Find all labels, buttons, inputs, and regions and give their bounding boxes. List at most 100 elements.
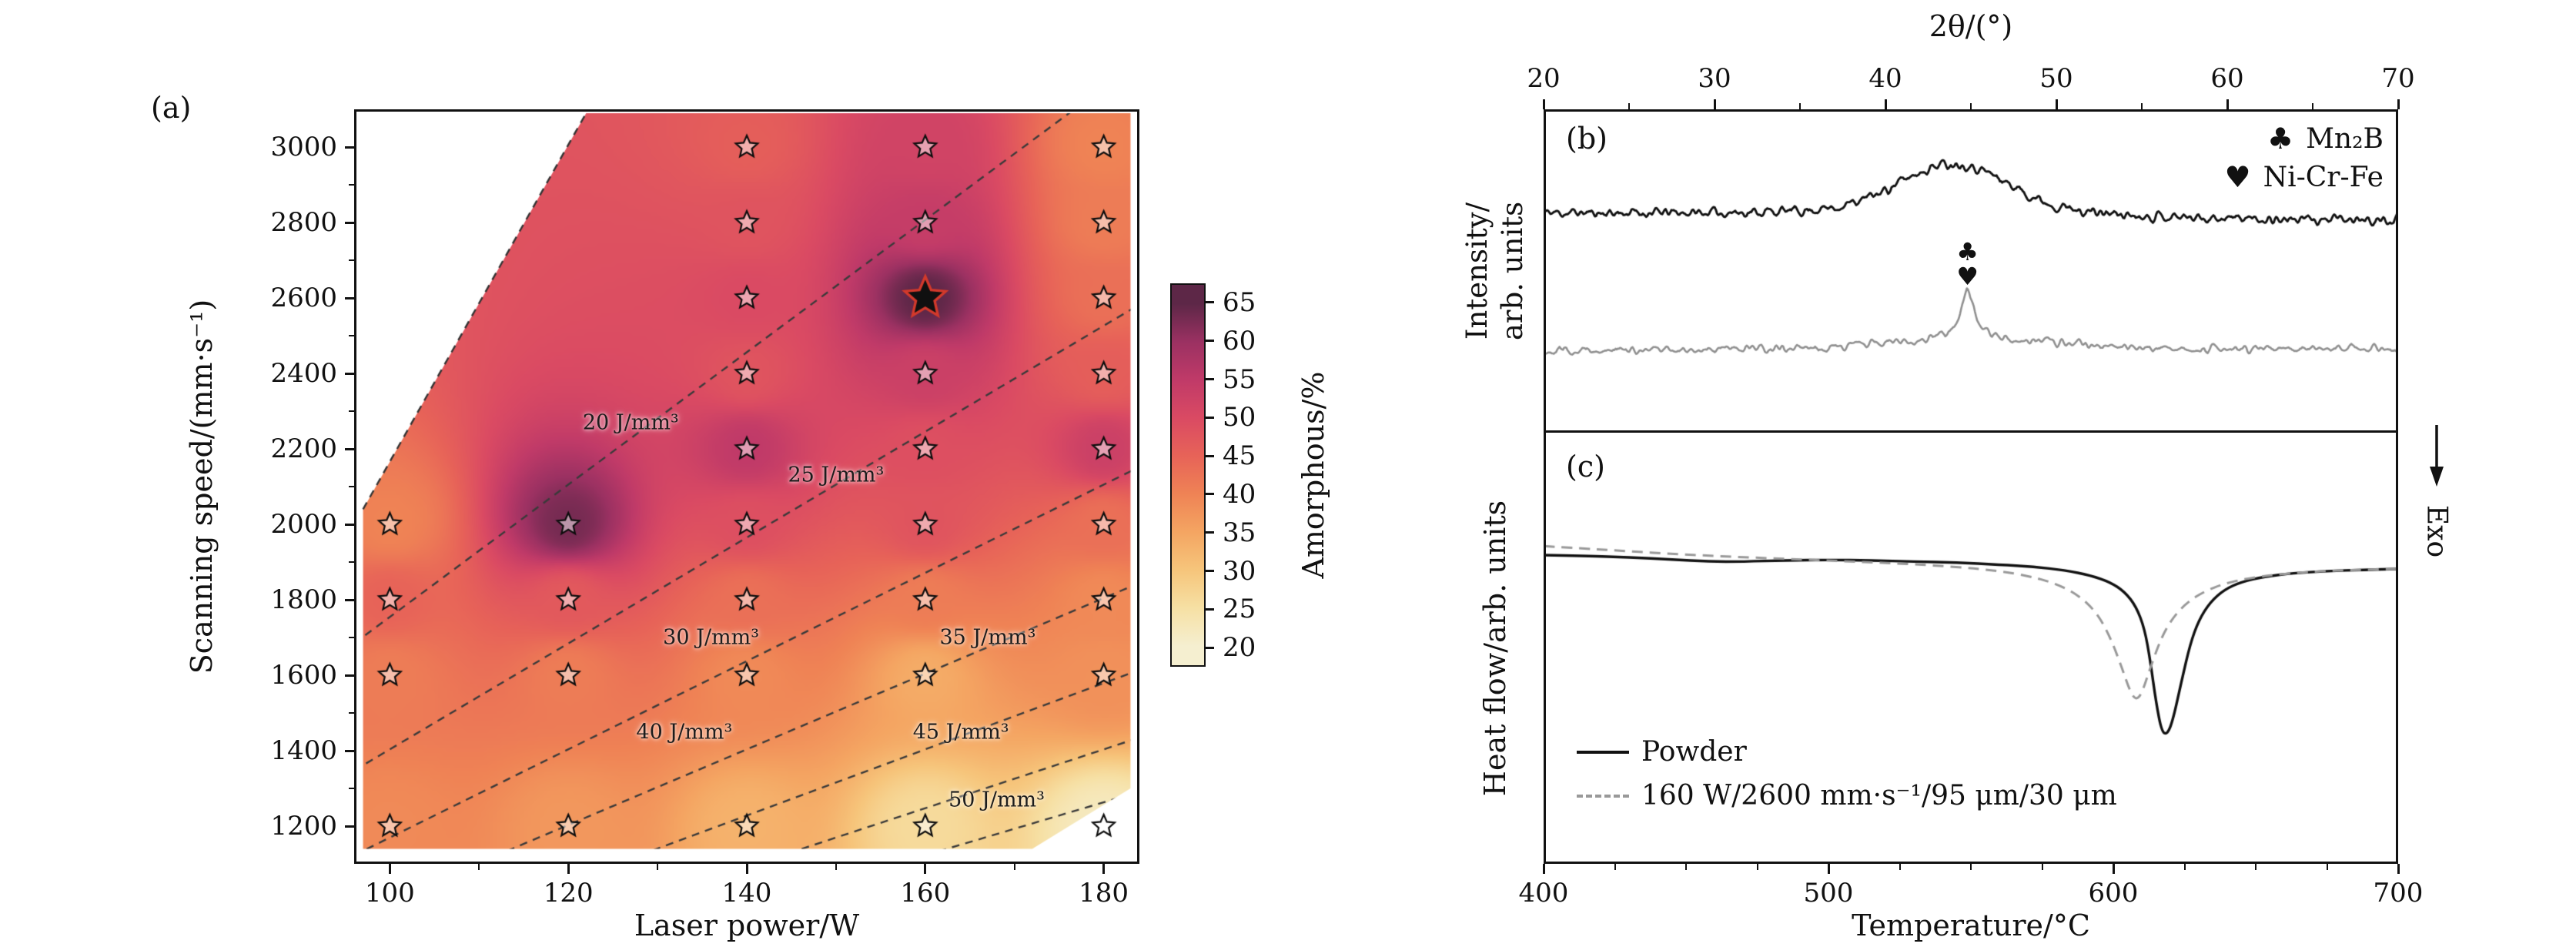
panel-b-y-axis-title: Intensity/ arb. units [1460, 202, 1531, 340]
colorbar-tick [1206, 531, 1214, 534]
panel-a-y-tick [345, 598, 354, 601]
panel-a-y-tick [345, 674, 354, 677]
energy-density-label: 20 J/mm³ [582, 410, 679, 435]
exo-label: Exo [2420, 504, 2453, 558]
panel-c-x-minor-tick [1756, 864, 1758, 870]
panel-b-x-minor-tick [1970, 103, 1972, 109]
panel-b-y-axis-title-line2: arb. units [1496, 201, 1529, 341]
panel-a-y-tick [345, 523, 354, 526]
panel-c-x-axis-title: Temperature/°C [1852, 909, 2090, 942]
colorbar-tick [1206, 378, 1214, 380]
panel-a-y-tick-label: 1400 [270, 735, 337, 766]
panel-a-y-minor-tick [349, 788, 354, 789]
panel-b-x-tick [1542, 99, 1545, 109]
panel-a-y-tick [345, 146, 354, 149]
colorbar-tick [1206, 493, 1214, 496]
panel-b-x-minor-tick [2312, 103, 2313, 109]
colorbar-tick-label: 30 [1223, 555, 1256, 587]
panel-a-y-tick-label: 2200 [270, 433, 337, 464]
panel-a-heatmap [354, 109, 1139, 864]
panel-c-x-tick-label: 500 [1803, 878, 1854, 909]
panel-b-x-tick-label: 40 [1868, 63, 1902, 94]
panel-a-y-axis-title: Scanning speed/(mm·s⁻¹) [185, 299, 219, 674]
legend-item-mn2b: ♣ Mn₂B [2267, 122, 2384, 156]
panel-b-x-tick-label: 20 [1527, 63, 1561, 94]
panel-a-x-tick-label: 100 [364, 878, 415, 909]
colorbar-tick [1206, 570, 1214, 572]
energy-density-label: 30 J/mm³ [663, 625, 760, 650]
panel-a-x-minor-tick [478, 864, 480, 870]
energy-density-label: 50 J/mm³ [948, 788, 1045, 812]
panel-b-tag: (b) [1566, 122, 1607, 156]
panel-b-x-minor-tick [1628, 103, 1630, 109]
panel-b-x-axis-title: 2θ/(°) [1929, 9, 2013, 43]
panel-a-y-tick [345, 749, 354, 752]
panel-c-x-tick-label: 400 [1518, 878, 1569, 909]
panel-a-y-tick-label: 3000 [270, 132, 337, 162]
panel-a-x-minor-tick [835, 864, 837, 870]
panel-a-y-minor-tick [349, 486, 354, 487]
colorbar-tick-label: 50 [1223, 402, 1256, 433]
legend-label-mn2b: Mn₂B [2306, 122, 2384, 155]
legend-label-printed: 160 W/2600 mm·s⁻¹/95 μm/30 μm [1641, 780, 2117, 811]
panel-c-x-tick-label: 600 [2088, 878, 2139, 909]
colorbar-tick [1206, 340, 1214, 343]
colorbar-tick-label: 40 [1223, 478, 1256, 510]
panel-a-y-tick [345, 447, 354, 450]
panel-b-x-tick-label: 50 [2039, 63, 2073, 94]
legend-item-printed: 160 W/2600 mm·s⁻¹/95 μm/30 μm [1577, 780, 2117, 811]
panel-b-x-tick-label: 70 [2381, 63, 2415, 94]
panel-b-x-tick [2055, 99, 2058, 109]
heart-icon: ♥ [2224, 160, 2251, 194]
colorbar-tick-label: 45 [1223, 440, 1256, 472]
colorbar-tick-label: 65 [1223, 286, 1256, 318]
panel-a-tag: (a) [151, 91, 192, 125]
panel-c-legend: Powder 160 W/2600 mm·s⁻¹/95 μm/30 μm [1577, 736, 2117, 811]
panel-b-legend: ♣ Mn₂B ♥ Ni-Cr-Fe [2225, 122, 2384, 194]
powder-line-sample [1577, 750, 1629, 754]
legend-item-powder: Powder [1577, 736, 2117, 768]
panel-b-x-tick-label: 30 [1698, 63, 1731, 94]
energy-density-label: 45 J/mm³ [912, 720, 1009, 744]
energy-density-label: 40 J/mm³ [636, 720, 733, 744]
panel-b-x-minor-tick [1799, 103, 1801, 109]
colorbar-tick-label: 35 [1223, 517, 1256, 548]
panel-b-x-minor-tick [2141, 103, 2143, 109]
panel-c-x-minor-tick [2041, 864, 2043, 870]
panel-a-y-tick [345, 221, 354, 224]
panel-a-x-tick-label: 160 [900, 878, 951, 909]
panel-c-x-minor-tick [1970, 864, 1972, 870]
exo-arrow-icon [2430, 425, 2444, 487]
panel-b-x-tick [1713, 99, 1716, 109]
panel-a-x-axis-title: Laser power/W [634, 909, 860, 942]
colorbar-tick [1206, 607, 1214, 611]
panel-c-x-minor-tick [1685, 864, 1687, 870]
panel-a-y-minor-tick [349, 712, 354, 714]
panel-a-y-tick-label: 2600 [270, 283, 337, 313]
energy-density-label: 35 J/mm³ [939, 625, 1036, 650]
panel-a-x-tick [1102, 864, 1106, 874]
panel-a-y-tick-label: 1200 [270, 811, 337, 842]
panel-c-x-minor-tick [1614, 864, 1616, 870]
panel-a-y-minor-tick [349, 335, 354, 336]
legend-item-nicrfe: ♥ Ni-Cr-Fe [2225, 160, 2384, 194]
panel-b-x-tick [2226, 99, 2229, 109]
panel-c-x-tick [1827, 864, 1830, 874]
printed-line-sample [1577, 794, 1629, 798]
colorbar-tick [1206, 416, 1214, 419]
colorbar-tick [1206, 301, 1214, 304]
panel-a-y-tick-label: 2800 [270, 207, 337, 238]
panel-c-x-minor-tick [2326, 864, 2328, 870]
panel-a-x-tick-label: 120 [543, 878, 594, 909]
colorbar-tick-label: 55 [1223, 363, 1256, 395]
panel-a-y-tick [345, 296, 354, 299]
panel-b-y-axis-title-line1: Intensity/ [1460, 202, 1494, 340]
panel-c-y-axis-title: Heat flow/arb. units [1478, 500, 1512, 797]
panel-c-plot [1544, 433, 2398, 864]
panel-c-x-minor-tick [2183, 864, 2186, 870]
energy-density-label: 25 J/mm³ [788, 463, 885, 487]
panel-a-x-tick-label: 180 [1079, 878, 1129, 909]
panel-a-y-tick-label: 1600 [270, 660, 337, 691]
panel-c-x-tick [2112, 864, 2115, 874]
panel-c-tag: (c) [1566, 450, 1605, 484]
